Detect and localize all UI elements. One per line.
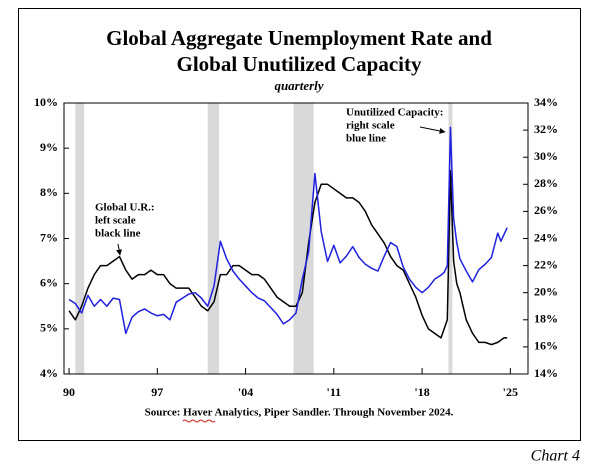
- y2-tick-label: 20%: [534, 284, 558, 298]
- spellcheck-underline: [182, 419, 216, 423]
- y2-tick-label: 14%: [534, 366, 558, 380]
- annotation-text: black line: [95, 228, 141, 240]
- x-tick-label: 90: [63, 385, 75, 399]
- y2-tick-label: 16%: [534, 339, 558, 353]
- recession-shade: [75, 103, 85, 374]
- y2-tick-label: 22%: [534, 257, 558, 271]
- chart-title: Global Unutilized Capacity: [176, 52, 422, 76]
- x-tick-label: 97: [151, 385, 163, 399]
- y2-tick-label: 30%: [534, 149, 558, 163]
- y2-tick-label: 26%: [534, 203, 558, 217]
- y-tick-label: 4%: [40, 366, 58, 380]
- y2-tick-label: 32%: [534, 122, 558, 136]
- y-tick-label: 9%: [40, 140, 58, 154]
- chart-title: Global Aggregate Unemployment Rate and: [106, 26, 492, 50]
- y-tick-label: 10%: [34, 95, 58, 109]
- series-line: [68, 170, 508, 346]
- annotation-text: left scale: [95, 215, 136, 227]
- y-tick-label: 5%: [40, 321, 58, 335]
- chart-subtitle: quarterly: [274, 78, 323, 93]
- annotation-arrow: [116, 243, 122, 256]
- y2-tick-label: 34%: [534, 95, 558, 109]
- recession-shade: [207, 103, 220, 374]
- annotation-text: Unutilized Capacity:: [346, 107, 443, 119]
- series-line: [68, 126, 508, 335]
- x-tick-label: '25: [503, 385, 518, 399]
- y2-tick-label: 18%: [534, 312, 558, 326]
- x-tick-label: '11: [326, 385, 341, 399]
- recession-shade: [448, 103, 453, 374]
- x-tick-label: '04: [238, 385, 253, 399]
- annotation-text: blue line: [346, 133, 386, 145]
- y2-tick-label: 28%: [534, 176, 558, 190]
- y2-tick-label: 24%: [534, 230, 558, 244]
- y-tick-label: 7%: [40, 230, 58, 244]
- y-tick-label: 8%: [40, 185, 58, 199]
- x-tick-label: '18: [414, 385, 429, 399]
- source-note: Source: Haver Analytics, Piper Sandler. …: [145, 407, 454, 419]
- y-tick-label: 6%: [40, 275, 58, 289]
- recession-shade: [293, 103, 314, 374]
- annotation-text: Global U.R.:: [95, 202, 155, 214]
- annotation-text: right scale: [346, 120, 395, 132]
- annotation-arrow: [419, 126, 446, 134]
- chart-label: Chart 4: [531, 448, 580, 465]
